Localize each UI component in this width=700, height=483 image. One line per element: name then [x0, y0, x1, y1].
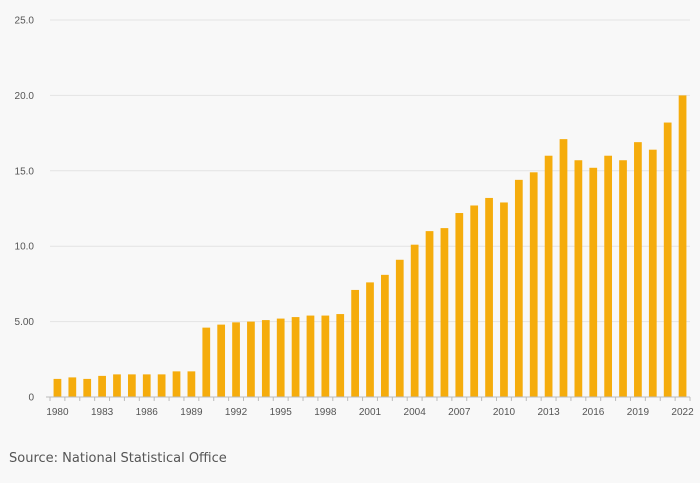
bar-2018 — [619, 160, 627, 397]
x-tick-label: 1980 — [46, 407, 69, 418]
bar-2004 — [410, 244, 419, 397]
bar-2007 — [455, 213, 464, 397]
bar-1988 — [172, 371, 181, 397]
x-axis: 1980 1983 1986 1989 1992 1995 1998 2001 2004 2007… — [46, 396, 694, 418]
x-tick-label: 2007 — [448, 407, 471, 418]
x-tick-label: 1995 — [270, 407, 293, 418]
bar-1992 — [232, 322, 240, 397]
x-tick-label: 1992 — [225, 407, 248, 418]
bar-1985 — [127, 374, 136, 397]
bar-1981 — [68, 377, 77, 397]
bar-1984 — [113, 374, 121, 397]
bar-1999 — [336, 314, 345, 397]
y-tick-label: 20.0 — [15, 91, 35, 102]
x-tick-label: 1989 — [180, 407, 203, 418]
bar-2009 — [485, 197, 493, 397]
bar-2008 — [470, 205, 479, 397]
x-tick-label: 2022 — [671, 407, 694, 418]
x-tick-label: 1998 — [314, 407, 337, 418]
bar-1997 — [306, 315, 315, 397]
y-tick-label: 25.0 — [15, 16, 35, 27]
y-tick-label: 15.0 — [15, 166, 35, 177]
bar-1982 — [83, 378, 92, 397]
bar-1990 — [202, 327, 211, 397]
bar-2000 — [351, 289, 359, 397]
y-axis-labels: 0 5.00 10.0 15.0 20.0 25.0 — [15, 16, 35, 404]
gridlines — [50, 19, 690, 323]
bar-2002 — [381, 274, 389, 397]
y-tick-label: 0 — [28, 393, 34, 404]
bar-2010 — [500, 202, 508, 397]
bar-2022 — [678, 95, 687, 398]
bar-2005 — [425, 231, 434, 397]
x-tick-label: 2019 — [627, 407, 650, 418]
bar-2016 — [589, 167, 598, 397]
bar-2001 — [366, 282, 374, 397]
y-tick-label: 5.00 — [15, 317, 35, 328]
bar-1995 — [276, 318, 285, 397]
x-tick-label: 2010 — [493, 407, 516, 418]
x-tick-label: 2013 — [537, 407, 560, 418]
bar-1987 — [157, 374, 166, 397]
bar-1993 — [247, 321, 255, 397]
x-tick-label: 2016 — [582, 407, 605, 418]
bar-1994 — [261, 320, 270, 397]
bar-2003 — [395, 259, 404, 397]
bar-1983 — [98, 375, 106, 397]
bar-1980 — [53, 378, 62, 397]
bar-1996 — [291, 317, 300, 397]
x-tick-label: 1983 — [91, 407, 114, 418]
bar-2013 — [544, 155, 553, 397]
x-tick-label: 2001 — [359, 407, 382, 418]
source-note: Source: National Statistical Office — [9, 451, 227, 466]
bar-1998 — [321, 315, 330, 397]
bar-2012 — [529, 172, 538, 397]
bar-1991 — [217, 324, 226, 397]
bar-2017 — [604, 155, 613, 397]
bar-2011 — [514, 179, 523, 397]
bar-2006 — [440, 228, 449, 397]
bar-2021 — [663, 122, 672, 397]
bar-2014 — [559, 139, 568, 397]
x-tick-label: 2004 — [404, 407, 427, 418]
bar-2020 — [648, 149, 657, 397]
bar-2015 — [574, 160, 583, 397]
bar-1989 — [187, 371, 196, 397]
x-tick-label: 1986 — [136, 407, 159, 418]
bars — [53, 95, 687, 398]
bar-1986 — [142, 374, 151, 397]
y-tick-label: 10.0 — [15, 242, 35, 253]
bar-2019 — [634, 142, 642, 397]
